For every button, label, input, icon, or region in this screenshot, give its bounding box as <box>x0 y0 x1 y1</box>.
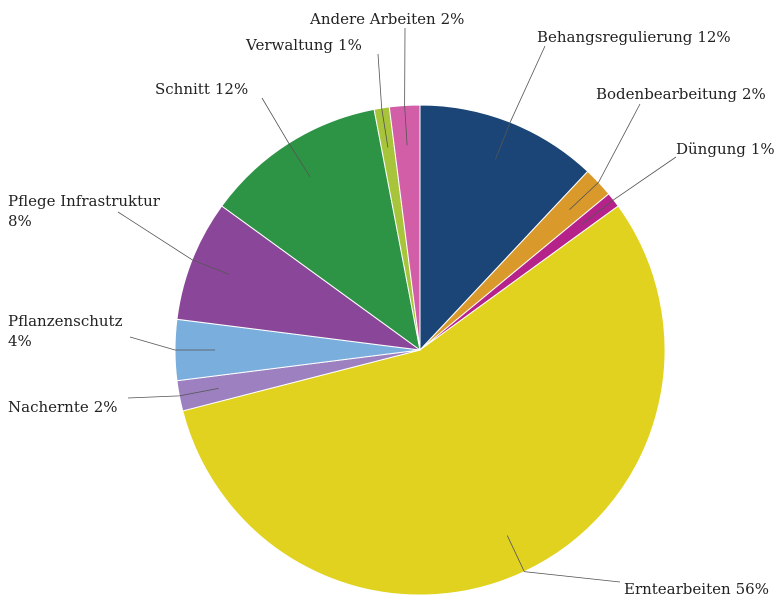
value-label: 1% <box>338 36 362 54</box>
category-label: Andere Arbeiten <box>309 10 436 28</box>
category-label: Nachernte <box>8 398 89 416</box>
category-label: Düngung <box>676 140 746 158</box>
category-label: Behangsregulierung <box>537 28 693 46</box>
value-label: 1% <box>751 140 775 158</box>
slice-label: Erntearbeiten 56% <box>624 580 769 598</box>
leader-line <box>581 156 677 225</box>
value-label: 4% <box>8 332 32 350</box>
value-label: 12% <box>215 80 248 98</box>
leader-line <box>117 211 230 275</box>
value-label: 8% <box>8 212 32 230</box>
leader-line <box>506 535 621 583</box>
leader-line <box>129 336 215 351</box>
category-label: Pflege Infrastruktur <box>8 192 161 210</box>
slice-label: Schnitt 12% <box>155 80 248 98</box>
leader-line <box>404 27 408 146</box>
leader-line <box>127 388 219 399</box>
slice-label: Pflege Infrastruktur 8% <box>8 192 161 230</box>
category-label: Bodenbearbeitung <box>596 85 737 103</box>
leader-line <box>377 53 389 148</box>
slice-label: Bodenbearbeitung 2% <box>596 85 766 103</box>
slice-label: Behangsregulierung 12% <box>537 28 731 46</box>
value-label: 2% <box>441 10 465 28</box>
category-label: Verwaltung <box>245 36 333 54</box>
value-label: 56% <box>736 580 769 598</box>
value-label: 2% <box>742 85 766 103</box>
leader-line <box>569 103 641 210</box>
category-label: Erntearbeiten <box>624 580 731 598</box>
slice-label: Verwaltung 1% <box>245 36 362 54</box>
slice-label: Düngung 1% <box>676 140 775 158</box>
category-label: Pflanzenschutz <box>8 312 123 330</box>
slice-label: Pflanzenschutz 4% <box>8 312 123 350</box>
value-label: 2% <box>94 398 118 416</box>
slice-label: Andere Arbeiten 2% <box>309 10 464 28</box>
category-label: Schnitt <box>155 80 210 98</box>
slice-label: Nachernte 2% <box>8 398 118 416</box>
leader-line <box>261 97 311 178</box>
leader-line <box>495 45 546 160</box>
value-label: 12% <box>697 28 730 46</box>
